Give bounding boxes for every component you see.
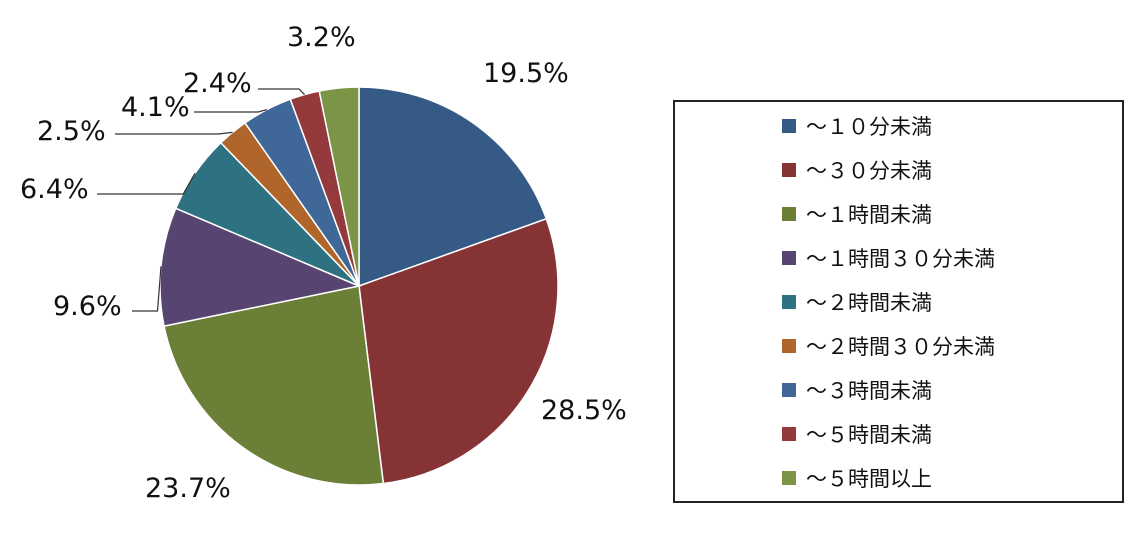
legend-swatch-4 [782,295,796,309]
legend-label-1: ～３０分未満 [806,159,932,183]
legend-label-7: ～５時間未満 [806,423,932,447]
data-label-2: 23.7% [145,473,231,504]
pie-slice-0 [358,86,548,288]
legend-swatch-5 [782,339,796,353]
leader-line-5 [115,131,233,135]
legend-item-4: ～２時間未満 [782,287,932,317]
legend-swatch-2 [782,207,796,221]
leader-line-6 [194,109,268,113]
legend-item-5: ～２時間３０分未満 [782,331,995,361]
data-label-5: 2.5% [37,116,106,147]
pie-slice-2 [163,285,385,486]
legend-label-2: ～１時間未満 [806,203,932,227]
leader-line-4 [97,173,196,195]
legend-item-0: ～１０分未満 [782,111,932,141]
legend-item-8: ～５時間以上 [782,463,932,493]
data-label-3: 9.6% [53,291,122,322]
data-label-6: 4.1% [121,92,190,123]
data-label-1: 28.5% [541,395,627,426]
legend-swatch-3 [782,251,796,265]
legend-item-1: ～３０分未満 [782,155,932,185]
legend-item-3: ～１時間３０分未満 [782,243,995,273]
legend-item-7: ～５時間未満 [782,419,932,449]
legend-label-8: ～５時間以上 [806,467,932,491]
legend-swatch-8 [782,471,796,485]
legend-label-4: ～２時間未満 [806,291,932,315]
data-label-7: 2.4% [183,68,252,99]
legend-label-5: ～２時間３０分未満 [806,335,995,359]
data-label-0: 19.5% [483,58,569,89]
legend-label-6: ～３時間未満 [806,379,932,403]
data-label-4: 6.4% [20,174,89,205]
legend-swatch-1 [782,163,796,177]
legend-item-6: ～３時間未満 [782,375,932,405]
legend-swatch-7 [782,427,796,441]
data-label-8: 3.2% [287,22,356,53]
legend-swatch-6 [782,383,796,397]
legend-swatch-0 [782,119,796,133]
pie-slice-1 [358,217,559,485]
legend-label-0: ～１０分未満 [806,115,932,139]
leader-line-3 [132,266,162,312]
legend: ～１０分未満 ～３０分未満 ～１時間未満 ～１時間３０分未満 ～２時間未満 ～２… [673,100,1124,503]
legend-item-2: ～１時間未満 [782,199,932,229]
leader-line-7 [258,88,306,96]
legend-label-3: ～１時間３０分未満 [806,247,995,271]
pie-slice-8 [318,86,360,287]
